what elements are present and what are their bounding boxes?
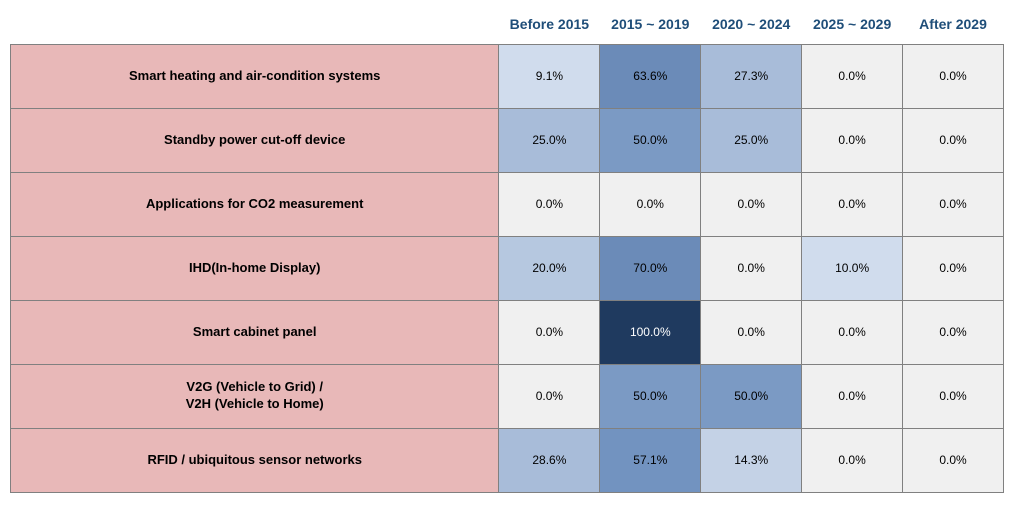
data-cell: 0.0% xyxy=(903,172,1004,236)
data-cell: 25.0% xyxy=(499,108,600,172)
data-cell: 0.0% xyxy=(802,364,903,428)
row-label: Smart heating and air-condition systems xyxy=(11,44,499,108)
data-cell: 0.0% xyxy=(499,364,600,428)
table-row: IHD(In-home Display)20.0%70.0%0.0%10.0%0… xyxy=(11,236,1004,300)
row-label: Applications for CO2 measurement xyxy=(11,172,499,236)
data-cell: 0.0% xyxy=(802,172,903,236)
row-label: RFID / ubiquitous sensor networks xyxy=(11,428,499,492)
data-cell: 0.0% xyxy=(903,44,1004,108)
data-cell: 27.3% xyxy=(701,44,802,108)
data-cell: 10.0% xyxy=(802,236,903,300)
data-cell: 50.0% xyxy=(701,364,802,428)
data-cell: 0.0% xyxy=(802,108,903,172)
data-cell: 0.0% xyxy=(903,428,1004,492)
row-label: V2G (Vehicle to Grid) / V2H (Vehicle to … xyxy=(11,364,499,428)
data-cell: 70.0% xyxy=(600,236,701,300)
data-cell: 0.0% xyxy=(701,300,802,364)
data-cell: 57.1% xyxy=(600,428,701,492)
table-row: Smart cabinet panel0.0%100.0%0.0%0.0%0.0… xyxy=(11,300,1004,364)
stub-header xyxy=(11,10,499,44)
data-cell: 50.0% xyxy=(600,364,701,428)
data-cell: 0.0% xyxy=(701,236,802,300)
row-label: IHD(In-home Display) xyxy=(11,236,499,300)
col-header: 2025 ~ 2029 xyxy=(802,10,903,44)
col-header: Before 2015 xyxy=(499,10,600,44)
data-cell: 28.6% xyxy=(499,428,600,492)
data-cell: 0.0% xyxy=(903,108,1004,172)
data-cell: 9.1% xyxy=(499,44,600,108)
data-cell: 100.0% xyxy=(600,300,701,364)
table-row: Smart heating and air-condition systems9… xyxy=(11,44,1004,108)
table-row: Applications for CO2 measurement0.0%0.0%… xyxy=(11,172,1004,236)
heatmap-table: Before 2015 2015 ~ 2019 2020 ~ 2024 2025… xyxy=(10,10,1004,493)
row-label: Smart cabinet panel xyxy=(11,300,499,364)
data-cell: 14.3% xyxy=(701,428,802,492)
data-cell: 50.0% xyxy=(600,108,701,172)
col-header: After 2029 xyxy=(903,10,1004,44)
data-cell: 0.0% xyxy=(499,300,600,364)
data-cell: 0.0% xyxy=(499,172,600,236)
data-cell: 0.0% xyxy=(701,172,802,236)
data-cell: 0.0% xyxy=(903,364,1004,428)
col-header: 2020 ~ 2024 xyxy=(701,10,802,44)
col-header: 2015 ~ 2019 xyxy=(600,10,701,44)
data-cell: 0.0% xyxy=(903,300,1004,364)
table-row: Standby power cut-off device25.0%50.0%25… xyxy=(11,108,1004,172)
row-label: Standby power cut-off device xyxy=(11,108,499,172)
data-cell: 25.0% xyxy=(701,108,802,172)
data-cell: 0.0% xyxy=(802,428,903,492)
data-cell: 63.6% xyxy=(600,44,701,108)
data-cell: 0.0% xyxy=(802,300,903,364)
table-row: RFID / ubiquitous sensor networks28.6%57… xyxy=(11,428,1004,492)
data-cell: 0.0% xyxy=(903,236,1004,300)
data-cell: 20.0% xyxy=(499,236,600,300)
data-cell: 0.0% xyxy=(802,44,903,108)
data-cell: 0.0% xyxy=(600,172,701,236)
header-row: Before 2015 2015 ~ 2019 2020 ~ 2024 2025… xyxy=(11,10,1004,44)
table-row: V2G (Vehicle to Grid) / V2H (Vehicle to … xyxy=(11,364,1004,428)
